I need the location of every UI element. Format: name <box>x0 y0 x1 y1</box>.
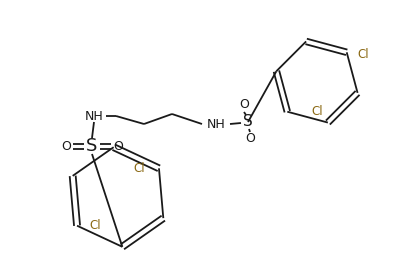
Text: S: S <box>243 115 253 129</box>
Text: NH: NH <box>84 110 103 122</box>
Text: O: O <box>239 98 249 112</box>
Text: Cl: Cl <box>133 162 145 175</box>
Text: O: O <box>113 140 123 153</box>
Text: O: O <box>245 132 255 146</box>
Text: Cl: Cl <box>311 105 323 118</box>
Text: S: S <box>86 137 98 155</box>
Text: Cl: Cl <box>89 219 101 232</box>
Text: NH: NH <box>206 118 225 131</box>
Text: Cl: Cl <box>357 48 368 61</box>
Text: O: O <box>61 140 71 153</box>
